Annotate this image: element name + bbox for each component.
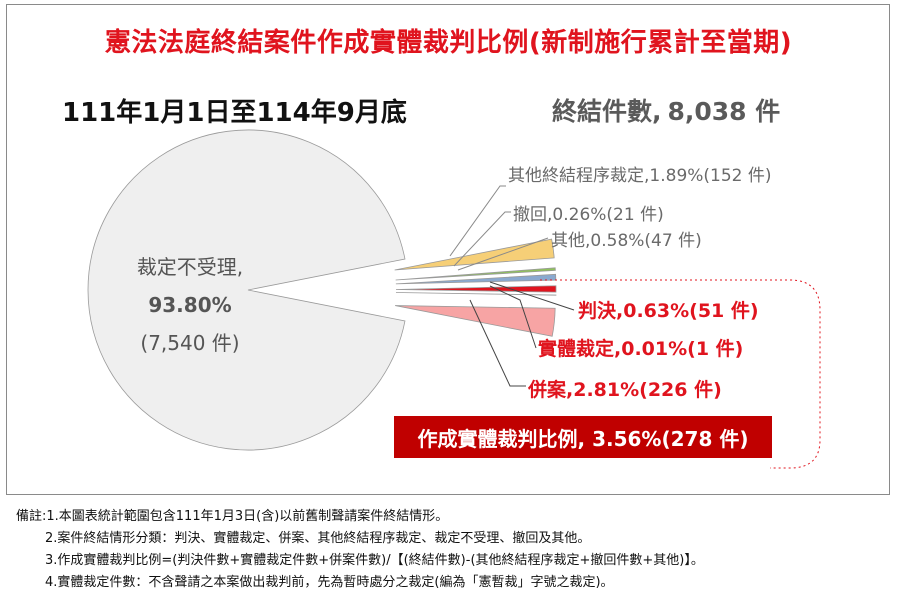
period-label: 111年1月1日至114年9月底 [62,98,407,128]
pie-slice-judgment [395,285,557,293]
slice-label-dismissed-name: 裁定不受理, [136,255,244,279]
pie-slice-merged [395,305,556,337]
slice-label-dismissed-count: (7,540 件) [140,331,240,355]
slice-label-dismissed-percent: 93.80% [148,293,232,317]
pie-slice-withdrawn [395,267,556,281]
leader-line-other-procedure [449,185,506,257]
chart-title: 憲法法庭終結案件作成實體裁判比例(新制施行累計至當期) [104,28,793,58]
leader-line-merged [469,299,526,387]
slice-label-merged: 併案,2.81%(226 件) [528,379,722,401]
slice-label-substantive-ruling: 實體裁定,0.01%(1 件) [538,338,744,360]
note-2: 2.案件終結情形分類：判決、實體裁定、併案、其他終結程序裁定、裁定不受理、撤回及… [45,531,591,546]
total-count: 終結件數, 8,038 件 [552,92,780,128]
slice-label-other: 其他,0.58%(47 件) [551,231,702,251]
pie-slice-dismissed [87,129,406,451]
leader-line-judgment [489,281,575,311]
total-count-value: 8,038 件 [667,97,781,126]
pie-slice-other [395,273,557,285]
slice-label-dismissed: 裁定不受理, 93.80% (7,540 件) [120,248,260,362]
slice-label-withdrawn: 撤回,0.26%(21 件) [513,205,664,225]
notes: 備註:1.本圖表統計範圍包含111年1月3日(含)以前舊制聲請案件終結情形。 2… [16,506,704,594]
leader-line-substantive-ruling [489,285,537,349]
note-3: 3.作成實體裁判比例=(判決件數+實體裁定件數+併案件數)/【(終結件數)-(其… [45,553,704,568]
note-1: 備註:1.本圖表統計範圍包含111年1月3日(含)以前舊制聲請案件終結情形。 [16,509,449,524]
leader-line-withdrawn [453,211,511,267]
pie-slice-substantive-ruling [395,292,557,296]
total-count-label: 終結件數, [552,97,662,126]
summary-banner: 作成實體裁判比例, 3.56%(278 件) [394,416,772,458]
pie-slice-other-procedure [394,238,555,271]
slice-label-other-procedure: 其他終結程序裁定,1.89%(152 件) [508,166,772,186]
leader-line-other [457,237,549,271]
slice-label-judgment: 判決,0.63%(51 件) [578,300,759,322]
note-4: 4.實體裁定件數：不含聲請之本案做出裁判前，先為暫時處分之裁定(編為「憲暫裁」字… [45,575,614,590]
